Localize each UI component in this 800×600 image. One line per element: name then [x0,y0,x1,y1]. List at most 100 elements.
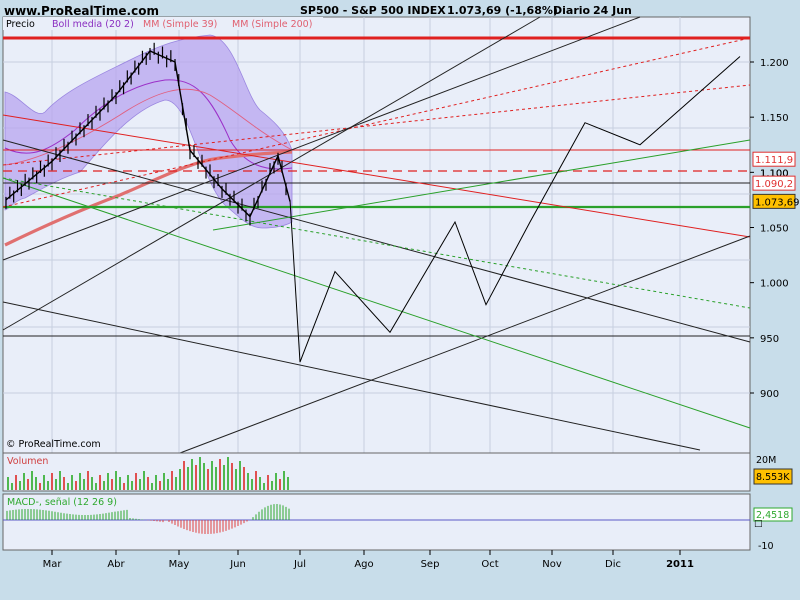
volume-bar [271,481,273,490]
chart-period: Diario [553,4,591,17]
price-tag-label: 1.090,2 [755,179,793,190]
time-label: Jul [293,559,306,570]
chart-title: SP500 - S&P 500 INDEX [300,4,446,17]
volume-bar [231,463,233,490]
volume-bar [31,471,33,490]
volume-bar [123,483,125,490]
volume-bar [115,471,117,490]
volume-bar [7,477,9,490]
volume-bar [183,461,185,490]
volume-bar [107,473,109,490]
volume-bar [255,471,257,490]
volume-bar [243,467,245,490]
volume-bar [139,479,141,490]
volume-bar [279,479,281,490]
volume-bar [163,473,165,490]
volume-bar [259,477,261,490]
time-label: Oct [481,559,498,570]
volume-bar [119,477,121,490]
volume-bar [83,479,85,490]
volume-bar [151,483,153,490]
volume-bar [111,479,113,490]
volume-tag [753,468,793,485]
time-label: May [169,559,190,570]
macd-histogram [6,504,290,534]
volume-bar [239,461,241,490]
price-grid [3,17,750,453]
legend-mm39: MM (Simple 39) [143,19,217,30]
time-label: Sep [421,559,440,570]
volume-bar [203,463,205,490]
volume-bar [99,475,101,490]
volume-bar [27,479,29,490]
time-label: Nov [542,559,562,570]
volume-bar [67,483,69,490]
volume-bar [43,475,45,490]
volume-title: Volumen [7,456,48,467]
volume-bar [91,477,93,490]
legend-bg [3,17,323,30]
volume-bar [51,473,53,490]
price-tick-label: 900 [760,389,779,400]
volume-bar [95,483,97,490]
time-label: Abr [107,559,125,570]
projection-path [289,56,741,363]
volume-bar [263,483,265,490]
volume-bar [167,479,169,490]
volume-bar [187,467,189,490]
volume-bar [247,473,249,490]
volume-bar [75,481,77,490]
volume-bar [219,459,221,490]
volume-bar [135,473,137,490]
volume-bar [251,479,253,490]
price-tick-label: 1.000 [760,279,789,290]
macd-panel[interactable] [2,493,751,551]
volume-tag-label: 8.553K [756,472,790,483]
volume-bar [175,477,177,490]
volume-bar [223,465,225,490]
price-tick-label: 1.050 [760,224,789,235]
time-label: Mar [43,559,63,570]
volume-bar [159,481,161,490]
volume-bar [19,481,21,490]
volume-bar [131,481,133,490]
macd-tag [753,507,793,522]
price-tick-label: 1.100 [760,168,789,179]
macd-axis-marker: □ [754,519,763,529]
price-tag-label: 1.073,69 [755,197,800,208]
volume-bar [23,473,25,490]
volume-top-tick: 20M [756,455,776,466]
site-link[interactable]: www.ProRealTime.com [4,4,159,18]
volume-bar [171,471,173,490]
legend-boll: Boll media (20 2) [52,19,134,30]
chart-quote: 1.073,69 (-1,68%) [447,4,558,17]
legend-price: Precio [6,19,35,30]
volume-bar [55,479,57,490]
volume-bar [283,471,285,490]
price-tag [752,175,796,191]
volume-bar [35,477,37,490]
volume-bar [195,465,197,490]
volume-bar [215,467,217,490]
volume-bar [71,475,73,490]
price-tick-label: 1.200 [760,58,789,69]
price-tag [752,193,796,209]
volume-bar [143,471,145,490]
volume-bar [235,469,237,490]
volume-bar [39,483,41,490]
volume-bar [199,457,201,490]
price-tags: 1.111,9 1.090,2 1.073,69 [752,151,800,209]
chart-date: 24 Jun [593,4,632,17]
trend-lines [2,16,751,454]
volume-bar [11,483,13,490]
macd-low-tick: -10 [758,541,774,552]
volume-bar [191,459,193,490]
volume-bar [179,469,181,490]
volume-bar [103,481,105,490]
price-tag-label: 1.111,9 [755,155,793,166]
volume-bar [227,457,229,490]
price-tick-label: 1.150 [760,113,789,124]
legend-mm200: MM (Simple 200) [232,19,312,30]
